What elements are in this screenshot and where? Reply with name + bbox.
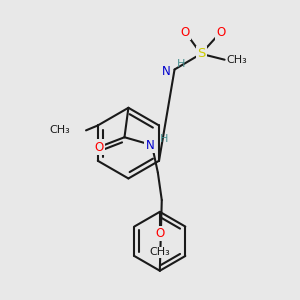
Text: H: H	[160, 134, 168, 144]
Text: N: N	[162, 65, 171, 78]
Text: O: O	[94, 141, 104, 154]
Text: CH₃: CH₃	[50, 125, 70, 135]
Text: CH₃: CH₃	[226, 55, 247, 65]
Text: S: S	[197, 47, 205, 60]
Text: O: O	[181, 26, 190, 39]
Text: CH₃: CH₃	[149, 247, 170, 257]
Text: O: O	[155, 227, 164, 240]
Text: N: N	[146, 139, 154, 152]
Text: H: H	[176, 58, 185, 69]
Text: O: O	[216, 26, 225, 39]
